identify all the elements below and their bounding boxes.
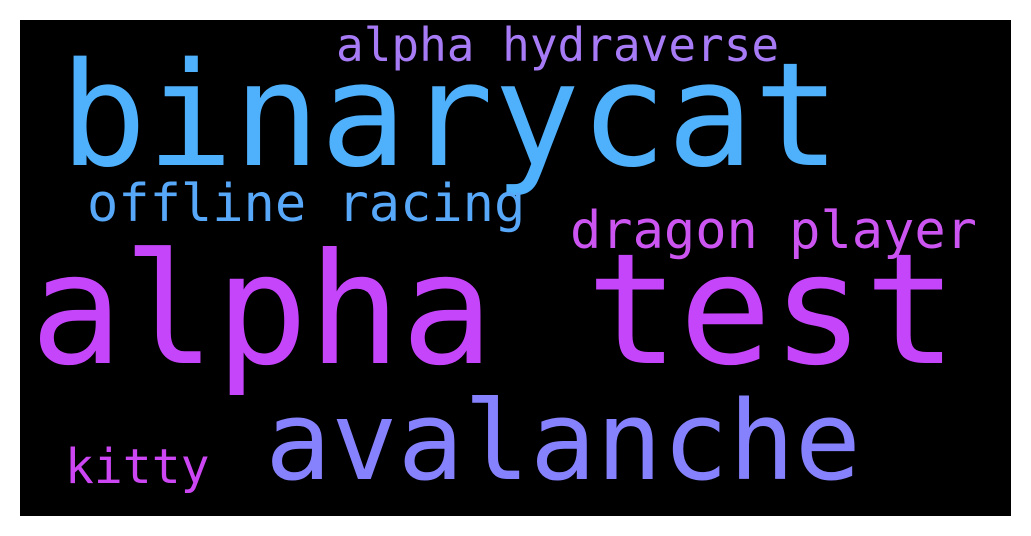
word-dragon-player: dragon player xyxy=(570,201,977,261)
word-binarycat: binarycat xyxy=(60,31,841,199)
word-offline-racing: offline racing xyxy=(87,174,526,234)
word-alpha-hydraverse: alpha hydraverse xyxy=(336,20,780,72)
word-cloud-canvas: binarycat alpha hydraverse offline racin… xyxy=(20,20,1011,516)
word-alpha-test: alpha test xyxy=(30,221,958,400)
word-avalanche: avalanche xyxy=(265,377,862,505)
word-kitty: kitty xyxy=(65,439,210,495)
